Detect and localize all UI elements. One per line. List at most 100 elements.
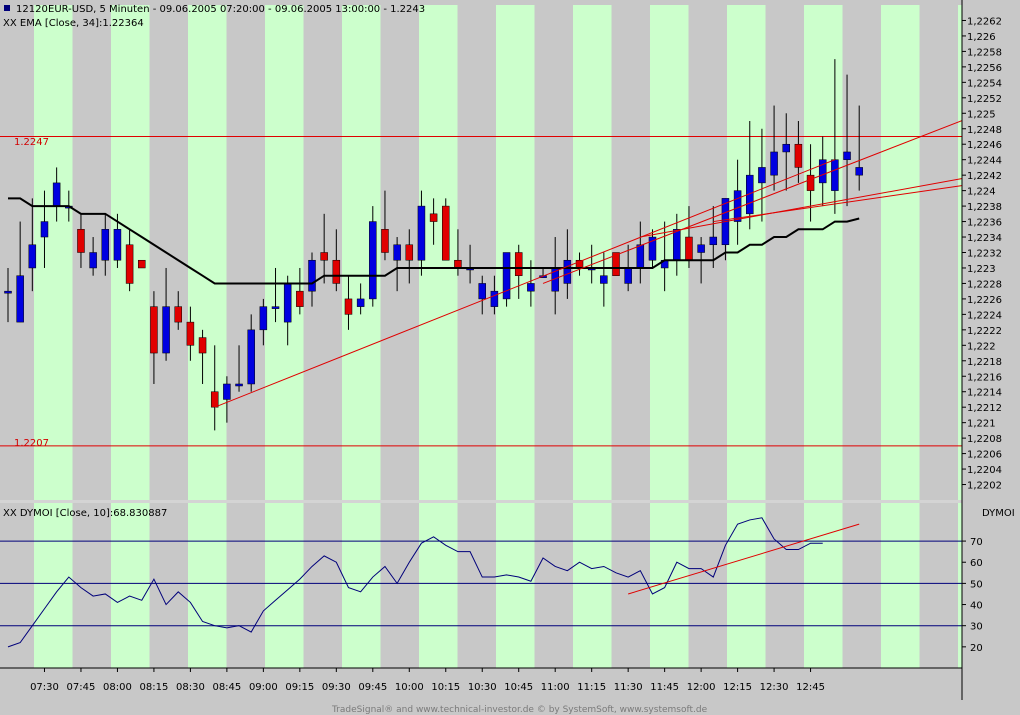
price-tick-label: 1,2222 (967, 326, 1002, 337)
dymoi-tick-label: 60 (970, 558, 983, 569)
candle-body (746, 174, 754, 215)
candle-body (709, 236, 718, 246)
price-tick-label: 1,2244 (967, 156, 1002, 167)
price-tick-label: 1,222 (967, 341, 996, 352)
price-tick-label: 1,2206 (967, 450, 1002, 461)
candle-body (600, 275, 608, 284)
price-tick-label: 1,2218 (967, 357, 1002, 368)
time-tick-label: 11:15 (577, 682, 606, 693)
candle-body (502, 252, 511, 300)
hline-label-1: 1.2247 (14, 137, 49, 148)
price-tick-label: 1,2248 (967, 125, 1002, 136)
price-tick-label: 1,221 (967, 419, 996, 430)
candle-body (514, 252, 523, 276)
time-tick-label: 11:45 (650, 682, 679, 693)
price-tick-label: 1,2226 (967, 295, 1002, 306)
time-tick-label: 08:15 (140, 682, 169, 693)
candle-body (417, 205, 426, 261)
candle-body (490, 290, 499, 307)
session-band (265, 503, 304, 668)
price-tick-label: 1,2236 (967, 218, 1002, 229)
time-tick-label: 09:15 (285, 682, 314, 693)
session-band (881, 5, 920, 500)
session-band (650, 5, 689, 500)
time-tick-label: 08:30 (176, 682, 205, 693)
ema-label: XX EMA [Close, 34]:1.22364 (3, 18, 144, 29)
trendlines (214, 112, 981, 408)
dymoi-tick-label: 70 (970, 537, 983, 548)
session-band (342, 503, 381, 668)
candle-body (697, 244, 705, 253)
candle-body (101, 229, 110, 261)
candle-body (381, 229, 389, 253)
session-band (34, 503, 73, 668)
candle-body (320, 252, 328, 261)
price-trendline (640, 174, 981, 238)
price-trendline (713, 182, 981, 223)
time-tick-label: 12:45 (796, 682, 825, 693)
dymoi-series-line (7, 517, 823, 648)
candle-body (52, 182, 61, 207)
price-tick-label: 1,2216 (967, 372, 1002, 383)
candle-body (16, 275, 24, 323)
price-tick-label: 1,2224 (967, 310, 1002, 321)
candle-body (259, 306, 268, 331)
candle-body (296, 290, 304, 307)
candle-body (271, 306, 280, 309)
symbol-icon (4, 5, 10, 11)
y-axis-panel (962, 0, 1020, 715)
time-tick-label: 07:30 (30, 682, 59, 693)
candle-body (77, 229, 85, 253)
session-band (958, 5, 962, 500)
candle-body (648, 236, 657, 261)
candle-body (150, 306, 158, 354)
session-band (573, 5, 612, 500)
time-tick-label: 12:30 (760, 682, 789, 693)
session-band (573, 503, 612, 668)
candle-body (28, 244, 37, 269)
price-tick-label: 1,2252 (967, 94, 1002, 105)
candle-body (685, 236, 693, 261)
session-band (419, 503, 458, 668)
candle-body (344, 298, 353, 315)
session-band (496, 503, 535, 668)
time-tick-label: 10:15 (431, 682, 460, 693)
candle-body (186, 321, 195, 346)
session-band (958, 503, 962, 668)
price-tick-label: 1,2246 (967, 140, 1002, 151)
price-tick-label: 1,225 (967, 109, 996, 120)
candle-body (308, 259, 316, 292)
ema-line (8, 197, 860, 285)
price-tick-label: 1,2234 (967, 233, 1002, 244)
candle-body (223, 383, 231, 400)
pane-separator (0, 500, 962, 503)
candle-body (673, 229, 681, 261)
candle-body (794, 143, 803, 168)
dymoi-axis-title: DYMOI (982, 508, 1015, 519)
time-tick-label: 09:30 (322, 682, 351, 693)
dymoi-tick-label: 20 (970, 643, 983, 654)
price-grid (0, 135, 962, 447)
candle-body (113, 229, 122, 261)
price-tick-label: 1,223 (967, 264, 996, 275)
time-tick-label: 07:45 (67, 682, 96, 693)
candle-body (442, 205, 450, 261)
price-tick-label: 1,2254 (967, 78, 1002, 89)
candle-body (283, 283, 292, 323)
candle-body (478, 283, 486, 300)
price-tick-label: 1,226 (967, 32, 996, 43)
time-tick-label: 11:30 (614, 682, 643, 693)
session-band (34, 5, 73, 500)
price-tick-label: 1,2258 (967, 47, 1002, 58)
session-band (419, 5, 458, 500)
price-tick-label: 1,2256 (967, 63, 1002, 74)
candle-body (855, 167, 863, 176)
candle-body (818, 159, 827, 184)
candle-body (138, 259, 146, 269)
candle-body (89, 252, 97, 269)
candle-body (758, 167, 766, 184)
price-tick-label: 1,2212 (967, 403, 1002, 414)
